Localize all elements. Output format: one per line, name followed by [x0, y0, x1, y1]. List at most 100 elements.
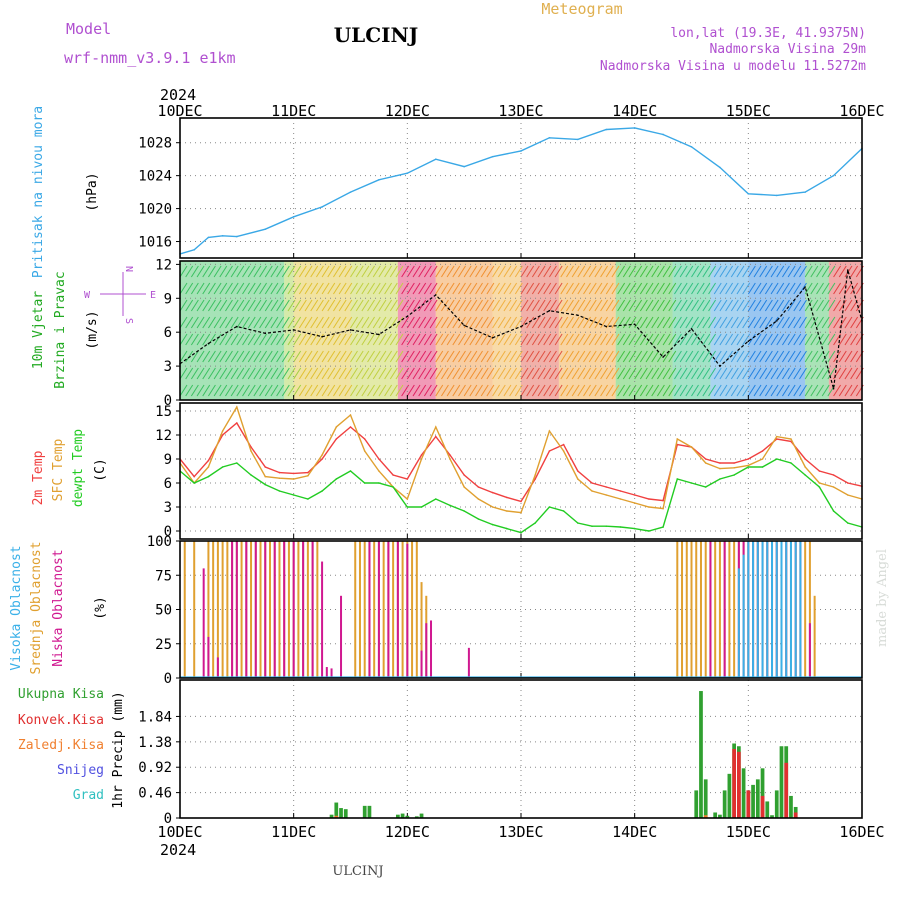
- wind-barb: [179, 384, 188, 397]
- precip-bar: [694, 790, 699, 818]
- wind-data-point: [236, 325, 238, 328]
- wind-barb: [236, 350, 245, 363]
- wind-barb: [799, 299, 807, 312]
- temperature-data-point: [505, 510, 508, 512]
- wind-barb: [617, 384, 626, 397]
- wind-barb: [469, 384, 478, 397]
- temperature-data-point: [292, 494, 295, 496]
- temperature-data-point: [491, 491, 494, 494]
- wind-barb: [509, 265, 518, 278]
- precip-legend-grad: Grad: [73, 788, 104, 803]
- cloud-bar: [226, 541, 229, 678]
- pressure-data-point: [207, 236, 210, 239]
- wind-barb: [355, 316, 364, 329]
- wind-barb: [810, 367, 819, 380]
- wind-barb: [401, 333, 410, 346]
- wind-barb: [298, 299, 307, 312]
- cloud-bar: [259, 541, 262, 678]
- wind-barb: [645, 384, 654, 397]
- wind-barb: [503, 316, 512, 329]
- wind-barb: [679, 316, 688, 329]
- cloud-bar: [207, 541, 210, 678]
- wind-barb: [230, 265, 239, 278]
- wind-barb: [702, 384, 711, 397]
- cloud-bar: [681, 541, 684, 678]
- wind-barb: [708, 333, 716, 346]
- temperature-data-point: [363, 438, 366, 440]
- wind-barb: [327, 282, 336, 295]
- wind-barb: [827, 316, 836, 329]
- wind-barb: [696, 384, 705, 397]
- wind-barb: [230, 333, 239, 346]
- pressure-data-point: [662, 133, 664, 136]
- pressure-data-point: [577, 138, 579, 141]
- wind-barb: [600, 384, 608, 397]
- cloud-bar: [250, 541, 253, 678]
- wind-barb: [350, 333, 358, 346]
- precip-bar: [784, 762, 789, 818]
- wind-barb: [617, 333, 626, 346]
- temperature-data-point: [392, 474, 394, 476]
- wind-barb: [833, 282, 842, 295]
- cloud-label-low: Niska Oblacnost: [51, 549, 66, 666]
- wind-barb: [679, 282, 688, 295]
- wind-barb: [304, 316, 313, 329]
- wind-barb: [475, 316, 483, 329]
- wind-barb: [423, 265, 432, 278]
- wind-barb: [747, 316, 756, 329]
- wind-barb: [531, 350, 540, 363]
- wind-barb: [315, 367, 324, 380]
- temperature-data-point: [292, 478, 295, 480]
- wind-barb: [668, 367, 677, 380]
- wind-barb: [338, 299, 347, 312]
- wind-barb: [730, 299, 739, 312]
- wind-barb: [827, 367, 836, 380]
- wind-barb: [497, 367, 506, 380]
- cloud-bar: [761, 541, 764, 678]
- wind-barb: [281, 299, 290, 312]
- wind-barb: [656, 299, 665, 312]
- wind-barb: [838, 384, 847, 397]
- precip-bar: [334, 815, 339, 818]
- temperature-data-point: [775, 435, 778, 438]
- temperature-data-point: [733, 474, 735, 476]
- wind-barb: [287, 265, 296, 278]
- temperature-data-point: [193, 482, 196, 484]
- wind-barb: [730, 350, 739, 363]
- temperature-data-point: [477, 486, 480, 488]
- wind-barb: [247, 282, 256, 295]
- temperature-data-point: [307, 471, 309, 474]
- wind-barb: [355, 265, 364, 278]
- compass-west: W: [84, 290, 91, 301]
- temperature-data-point: [264, 475, 267, 478]
- wind-barb: [639, 299, 648, 312]
- wind-barb: [219, 265, 228, 278]
- wind-barb: [423, 282, 432, 295]
- wind-barb: [469, 350, 478, 363]
- wind-barb: [333, 299, 341, 312]
- wind-barb: [441, 367, 449, 380]
- wind-barb: [350, 282, 358, 295]
- wind-barb: [293, 367, 302, 380]
- wind-barb: [833, 384, 842, 397]
- wind-barb: [389, 265, 398, 278]
- temperature-data-point: [548, 506, 551, 508]
- wind-barb: [679, 265, 688, 278]
- wind-barb: [628, 333, 637, 346]
- wind-barb: [782, 333, 790, 346]
- wind-barb: [509, 282, 518, 295]
- wind-barb: [270, 350, 279, 363]
- wind-barb: [423, 299, 432, 312]
- wind-barb: [787, 299, 796, 312]
- wind-barb: [787, 367, 796, 380]
- wind-barb: [503, 333, 512, 346]
- wind-barb: [787, 333, 796, 346]
- wind-barb: [611, 350, 620, 363]
- wind-barb: [179, 333, 188, 346]
- y-tick-label: 1.38: [138, 735, 172, 751]
- temperature-data-point: [363, 482, 366, 484]
- pressure-data-point: [605, 128, 608, 131]
- model-elevation-info: Nadmorska Visina u modelu 11.5272m: [600, 59, 866, 74]
- temperature-data-point: [804, 474, 806, 476]
- wind-barb: [389, 333, 398, 346]
